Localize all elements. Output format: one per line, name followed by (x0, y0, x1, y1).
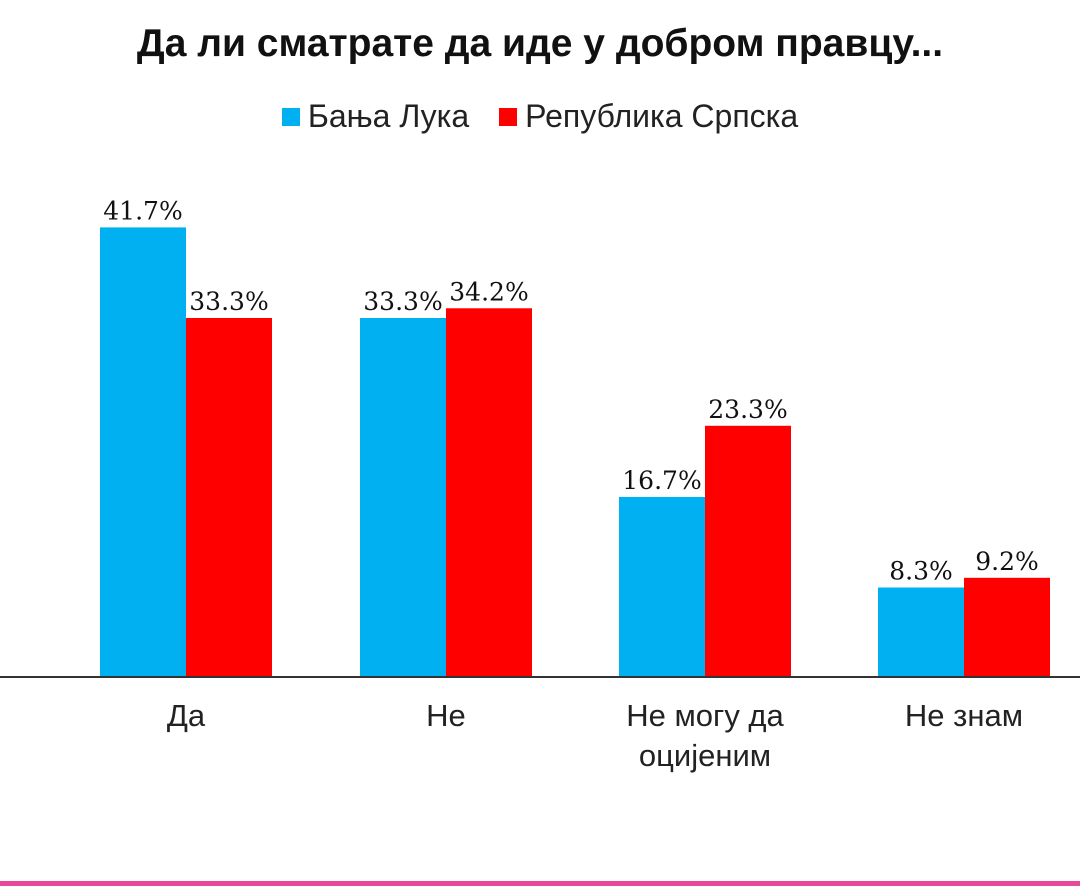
data-label-banja-luka-cat-3: 8.3% (889, 557, 953, 586)
data-label-republika-srpska-cat-1: 34.2% (449, 277, 528, 306)
data-label-republika-srpska-cat-0: 33.3% (189, 287, 268, 316)
x-tick-label-cat-0: Да (167, 698, 206, 733)
legend-label-banja-luka: Бања Лука (307, 98, 470, 134)
data-label-banja-luka-cat-1: 33.3% (363, 287, 442, 316)
bar-republika-srpska-cat-1 (446, 308, 532, 677)
data-label-republika-srpska-cat-3: 9.2% (975, 547, 1039, 576)
legend-label-republika-srpska: Република Српска (525, 98, 799, 134)
bar-banja-luka-cat-0 (100, 227, 186, 677)
legend-swatch-republika-srpska (499, 107, 518, 126)
x-tick-label-cat-2: Не могу да оцијеним (626, 698, 784, 773)
data-label-republika-srpska-cat-2: 23.3% (708, 395, 787, 424)
bar-republika-srpska-cat-2 (705, 425, 791, 677)
legend: Бања Лука Република Српска (0, 98, 1080, 135)
data-label-banja-luka-cat-2: 16.7% (622, 466, 701, 495)
legend-item-banja-luka: Бања Лука (281, 98, 470, 135)
chart-title: Да ли сматрате да иде у добром правцу... (136, 22, 944, 65)
bar-banja-luka-cat-3 (878, 587, 964, 677)
x-tick-label-cat-3: Не знам (905, 698, 1023, 733)
legend-swatch-banja-luka (281, 107, 300, 126)
bar-republika-srpska-cat-0 (186, 317, 272, 677)
data-label-banja-luka-cat-0: 41.7% (103, 196, 182, 225)
bottom-accent-rule (0, 881, 1080, 886)
bar-republika-srpska-cat-3 (964, 577, 1050, 677)
legend-item-republika-srpska: Република Српска (499, 98, 798, 135)
bar-banja-luka-cat-1 (360, 317, 446, 677)
bar-banja-luka-cat-2 (619, 496, 705, 677)
x-tick-label-cat-1: Не (426, 698, 466, 733)
